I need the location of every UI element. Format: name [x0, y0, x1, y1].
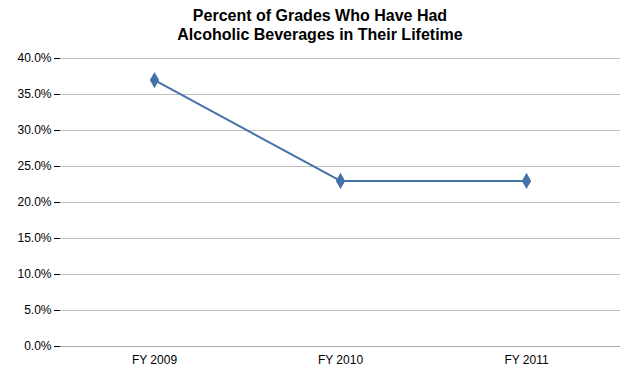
svg-text:FY 2010: FY 2010 [318, 353, 363, 367]
svg-text:20.0%: 20.0% [17, 196, 51, 210]
svg-text:10.0%: 10.0% [17, 268, 51, 282]
html-text:Percent of Grades Who Have Had: Percent of Grades Who Have Had Alcoholic… [177, 7, 463, 44]
svg-text:15.0%: 15.0% [17, 232, 51, 246]
svg-text:35.0%: 35.0% [17, 88, 51, 102]
svg-text:0.0%: 0.0% [24, 340, 52, 354]
svg-text:30.0%: 30.0% [17, 124, 51, 138]
svg-text:40.0%: 40.0% [17, 52, 51, 66]
svg-text:FY 2011: FY 2011 [504, 353, 549, 367]
svg-text:FY 2009: FY 2009 [132, 353, 177, 367]
svg-text:25.0%: 25.0% [17, 160, 51, 174]
svg-text:5.0%: 5.0% [24, 304, 52, 318]
